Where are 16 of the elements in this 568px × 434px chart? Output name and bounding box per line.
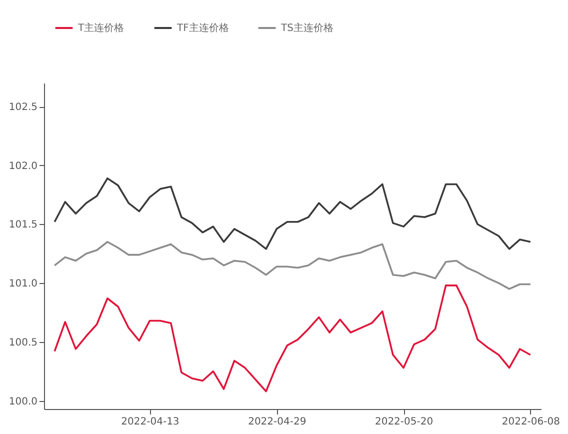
x-tick-label: 2022-05-20 <box>374 416 434 428</box>
legend-label: T主连价格 <box>77 22 124 34</box>
y-tick-label: 102.0 <box>8 160 38 172</box>
x-tick-label: 2022-04-13 <box>121 416 180 428</box>
y-tick-label: 100.5 <box>8 337 38 348</box>
line-series <box>54 177 532 250</box>
y-tick-label: 101.0 <box>8 278 38 290</box>
line-series <box>54 284 532 392</box>
line-series <box>54 240 532 290</box>
y-tick-label: 102.5 <box>8 102 38 114</box>
x-tick-label: 2022-04-29 <box>248 416 306 428</box>
legend-label: TF主连价格 <box>176 22 229 34</box>
legend-label: TS主连价格 <box>280 22 334 34</box>
y-tick-label: 101.5 <box>8 220 38 231</box>
y-tick-label: 100.0 <box>8 396 38 408</box>
x-tick-label: 2022-06-08 <box>502 416 560 428</box>
